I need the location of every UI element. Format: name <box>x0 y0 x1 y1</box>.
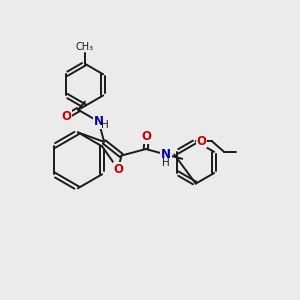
Text: O: O <box>196 135 207 148</box>
Text: O: O <box>62 110 72 123</box>
Text: CH₃: CH₃ <box>76 43 94 52</box>
Text: H: H <box>101 120 109 130</box>
Text: H: H <box>162 158 170 168</box>
Text: O: O <box>142 130 152 143</box>
Text: O: O <box>113 163 123 176</box>
Text: N: N <box>94 115 104 128</box>
Text: N: N <box>161 148 171 161</box>
